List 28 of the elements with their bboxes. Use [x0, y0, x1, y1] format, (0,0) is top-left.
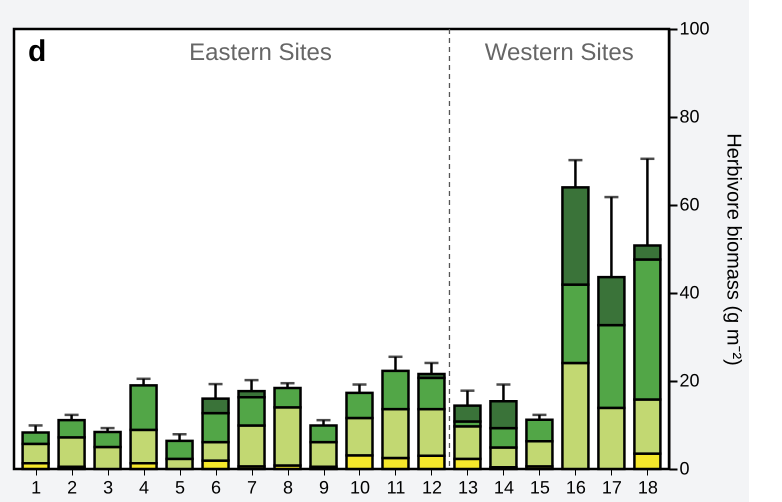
y-tick-label: 20	[680, 370, 700, 390]
chart-title: d	[28, 35, 46, 68]
x-tick-label: 12	[422, 478, 442, 498]
x-tick-label: 10	[350, 478, 370, 498]
y-axis-title: Herbivore biomass (g m⁻²)	[722, 133, 745, 366]
x-tick-label: 18	[638, 478, 658, 498]
x-tick-label: 14	[494, 478, 514, 498]
x-tick-label: 3	[103, 478, 114, 498]
x-tick-label: 5	[175, 478, 186, 498]
x-tick-label: 6	[211, 478, 222, 498]
y-tick-label: 0	[680, 458, 690, 478]
y-tick-label: 60	[680, 194, 700, 214]
x-tick-label: 9	[319, 478, 330, 498]
x-tick-label: 7	[247, 478, 258, 498]
y-tick-label: 100	[680, 18, 710, 38]
x-tick-label: 8	[283, 478, 294, 498]
x-tick-label: 4	[139, 478, 150, 498]
y-tick-label: 40	[680, 282, 700, 302]
x-tick-label: 2	[67, 478, 78, 498]
x-tick-label: 15	[530, 478, 550, 498]
x-tick-label: 17	[602, 478, 622, 498]
y-tick-label: 80	[680, 106, 700, 126]
annotation: Eastern Sites	[189, 39, 332, 66]
x-tick-label: 11	[386, 478, 406, 498]
annotation: Western Sites	[484, 39, 634, 66]
x-tick-label: 1	[31, 478, 42, 498]
x-tick-label: 13	[458, 478, 478, 498]
x-tick-label: 16	[566, 478, 586, 498]
